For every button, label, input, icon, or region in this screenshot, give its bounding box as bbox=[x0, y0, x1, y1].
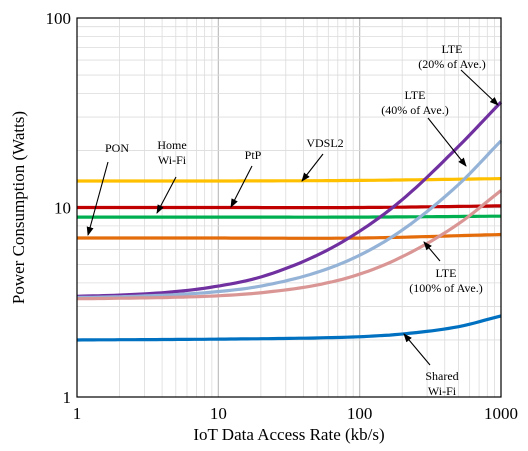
annotation-arrow-vdsl2 bbox=[301, 153, 324, 182]
x-tick-label: 10 bbox=[210, 404, 227, 423]
annotation-arrow-lte40 bbox=[427, 117, 467, 167]
annotation-arrow-pon bbox=[86, 161, 109, 236]
annotation-label-shared-wifi: Shared Wi-Fi bbox=[425, 369, 458, 398]
series-line-pon bbox=[77, 232, 502, 240]
x-tick-label: 1000 bbox=[484, 404, 518, 423]
series-line-home-wi-fi bbox=[77, 214, 501, 219]
annotation-label-ptp: PtP bbox=[245, 148, 262, 162]
annotation-label-lte100: LTE (100% of Ave.) bbox=[409, 266, 482, 295]
series-line-shared-wi-fi bbox=[76, 314, 502, 342]
y-tick-label: 1 bbox=[63, 388, 72, 407]
tick-labels: 1 10 100 1000 1 10 100 bbox=[46, 9, 519, 423]
annotation-label-vdsl2: VDSL2 bbox=[306, 136, 343, 150]
annotation-label-pon: PON bbox=[105, 141, 129, 155]
y-tick-label: 10 bbox=[54, 199, 71, 218]
x-tick-label: 100 bbox=[347, 404, 373, 423]
annotation-arrow-home-wifi bbox=[156, 176, 177, 214]
y-tick-label: 100 bbox=[46, 9, 72, 28]
series-line-lte-40-of-ave bbox=[76, 139, 503, 300]
series-line-lte-20-of-ave bbox=[76, 100, 503, 298]
plot-frame bbox=[76, 17, 502, 398]
annotation-label-lte40: LTE (40% of Ave.) bbox=[381, 88, 448, 117]
annotation-arrow-lte100 bbox=[423, 241, 441, 262]
annotation-arrow-lte20 bbox=[460, 69, 499, 106]
annotation-arrow-ptp bbox=[230, 165, 253, 208]
x-tick-label: 1 bbox=[73, 404, 82, 423]
annotation-arrow-shared-wifi bbox=[403, 333, 431, 366]
series-line-ptp bbox=[77, 204, 501, 210]
annotations: PON Home Wi-Fi PtP VDSL2 LTE (20% of Ave.) LTE(… bbox=[86, 42, 499, 398]
y-axis-label: Power Consumption (Watts) bbox=[9, 111, 28, 304]
x-axis-label: IoT Data Access Rate (kb/s) bbox=[193, 425, 384, 444]
series-group bbox=[76, 100, 503, 342]
series-line-vdsl2 bbox=[77, 177, 502, 183]
annotation-label-lte20: LTE (20% of Ave.) bbox=[418, 42, 485, 71]
annotation-label-home-wifi: Home Wi-Fi bbox=[157, 138, 186, 167]
